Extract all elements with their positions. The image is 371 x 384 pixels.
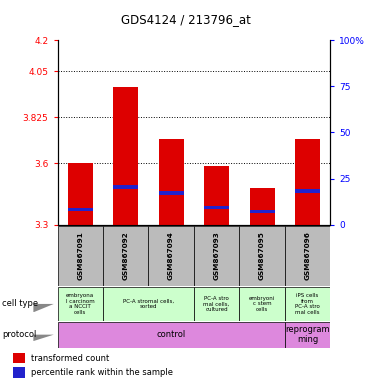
Text: PC-A stro
mal cells,
cultured: PC-A stro mal cells, cultured: [203, 296, 230, 312]
Bar: [239, 287, 285, 321]
Bar: [295, 189, 320, 193]
Bar: [13, 353, 25, 363]
Bar: [239, 226, 285, 286]
Bar: [58, 322, 285, 348]
Bar: [148, 226, 194, 286]
Text: iPS cells
from
PC-A stro
mal cells: iPS cells from PC-A stro mal cells: [295, 293, 320, 314]
Bar: [194, 226, 239, 286]
Text: embryoni
c stem
cells: embryoni c stem cells: [249, 296, 275, 312]
Bar: [103, 226, 148, 286]
Bar: [58, 226, 103, 286]
Bar: [285, 287, 330, 321]
Polygon shape: [33, 304, 54, 312]
Text: control: control: [157, 330, 186, 339]
Text: GDS4124 / 213796_at: GDS4124 / 213796_at: [121, 13, 250, 26]
Bar: [194, 287, 239, 321]
Text: GSM867092: GSM867092: [123, 232, 129, 280]
Text: cell type: cell type: [2, 300, 38, 308]
Bar: [285, 322, 330, 348]
Text: GSM867093: GSM867093: [214, 232, 220, 280]
Bar: [159, 139, 184, 225]
Bar: [68, 163, 93, 225]
Bar: [68, 208, 93, 211]
Polygon shape: [33, 335, 54, 341]
Bar: [250, 188, 275, 225]
Text: GSM867096: GSM867096: [305, 232, 311, 280]
Text: PC-A stromal cells,
sorted: PC-A stromal cells, sorted: [123, 299, 174, 309]
Bar: [204, 205, 229, 209]
Bar: [204, 166, 229, 225]
Text: transformed count: transformed count: [30, 354, 109, 362]
Text: GSM867094: GSM867094: [168, 232, 174, 280]
Text: reprogram
ming: reprogram ming: [285, 325, 330, 344]
Bar: [159, 191, 184, 195]
Bar: [113, 185, 138, 189]
Bar: [13, 367, 25, 378]
Bar: [58, 287, 103, 321]
Text: percentile rank within the sample: percentile rank within the sample: [30, 368, 173, 377]
Bar: [250, 210, 275, 214]
Text: embryona
l carcinom
a NCCIT
cells: embryona l carcinom a NCCIT cells: [66, 293, 95, 314]
Text: GSM867091: GSM867091: [77, 232, 83, 280]
Bar: [295, 139, 320, 225]
Text: protocol: protocol: [2, 330, 36, 339]
Text: GSM867095: GSM867095: [259, 232, 265, 280]
Bar: [113, 88, 138, 225]
Bar: [285, 226, 330, 286]
Bar: [103, 287, 194, 321]
